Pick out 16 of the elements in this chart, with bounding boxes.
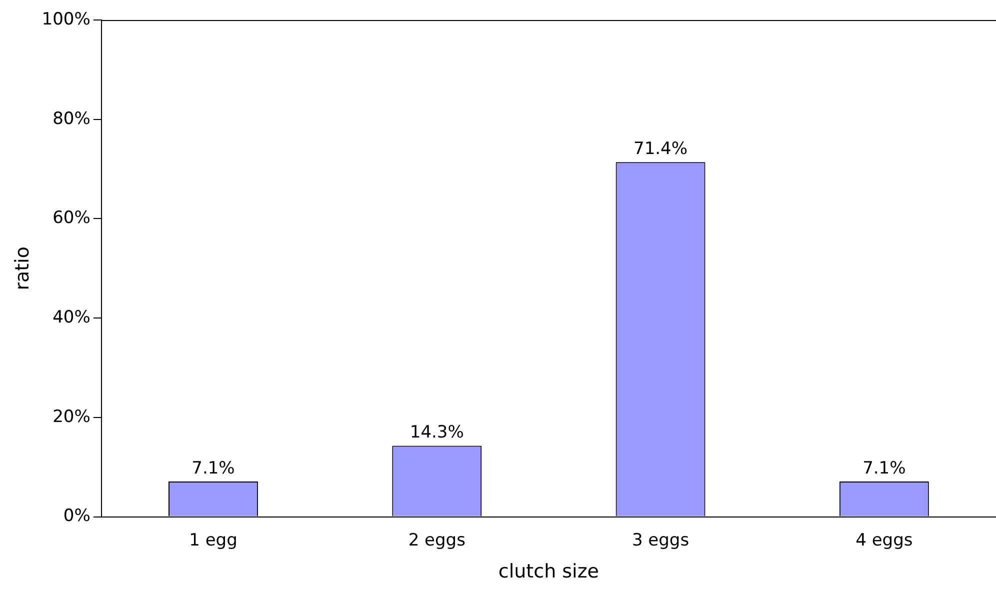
y-tick-label: 100%	[42, 9, 90, 30]
y-tick-label: 20%	[52, 406, 90, 427]
x-axis-title: clutch size	[498, 560, 599, 583]
x-tick-label: 2 eggs	[408, 530, 466, 550]
y-tick-label: 40%	[52, 308, 90, 328]
y-axis-title: ratio	[11, 246, 34, 290]
data-label: 7.1%	[862, 458, 906, 478]
data-label: 14.3%	[410, 422, 464, 443]
data-label: 71.4%	[634, 139, 688, 160]
x-tick-label: 1 egg	[189, 530, 238, 550]
data-label: 7.1%	[192, 458, 235, 478]
y-tick-label: 0%	[63, 506, 90, 526]
y-tick-label: 80%	[52, 108, 90, 129]
x-tick-label: 4 eggs	[856, 530, 913, 550]
x-tick-label: 3 eggs	[632, 530, 690, 550]
y-tick-label: 60%	[52, 208, 90, 228]
